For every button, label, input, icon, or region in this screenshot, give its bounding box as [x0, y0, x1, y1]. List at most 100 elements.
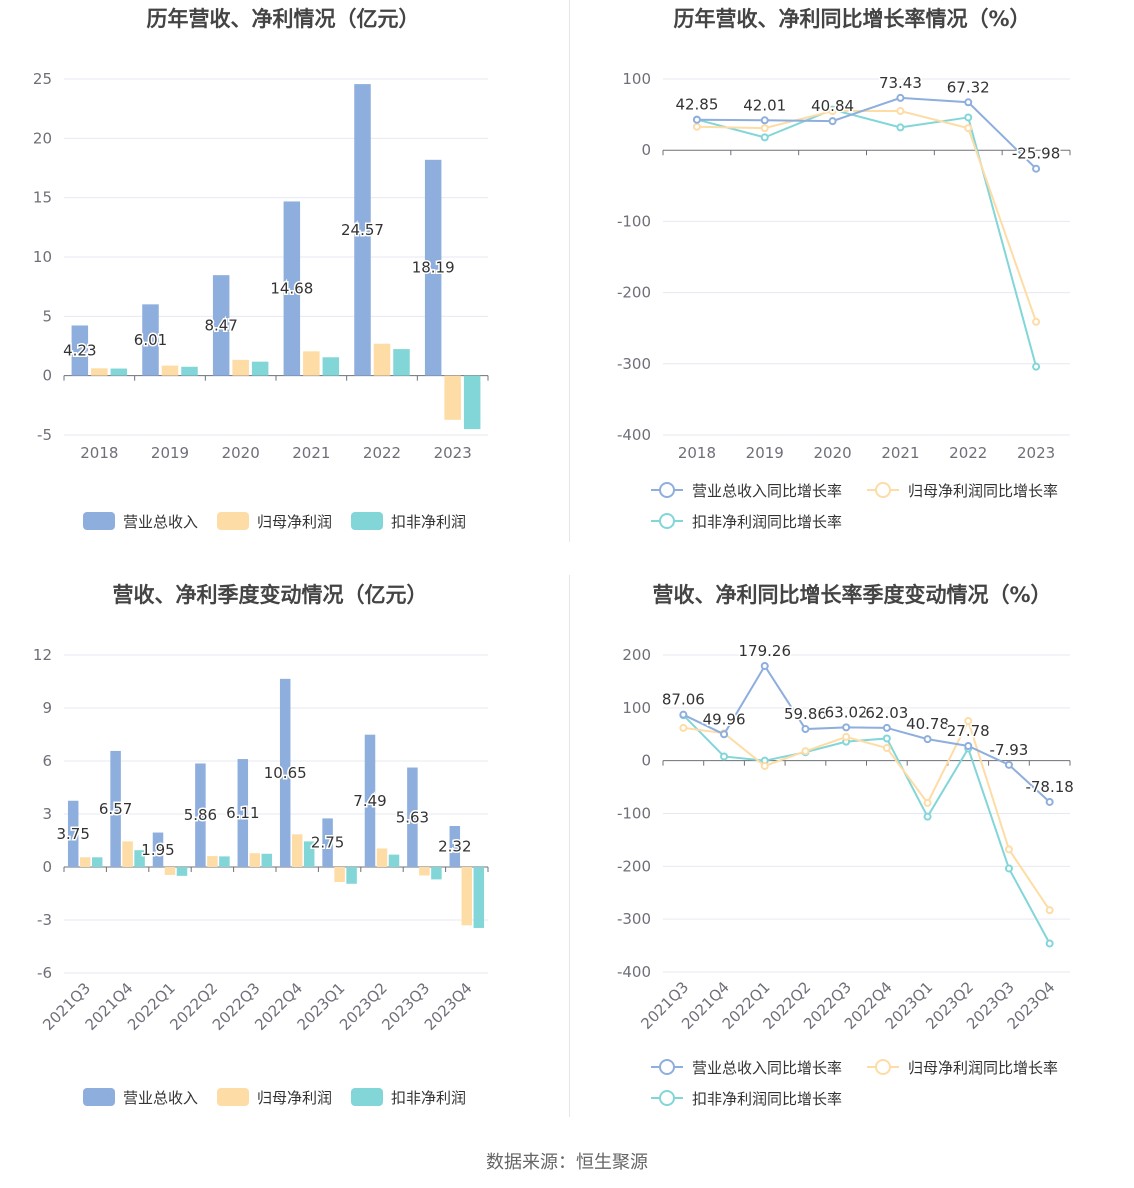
chart-title: 历年营收、净利同比增长率情况（%） — [673, 7, 1030, 31]
y-tick-label: -400 — [617, 426, 651, 444]
bar — [91, 857, 103, 867]
bar — [444, 375, 461, 420]
data-label: 14.68 — [270, 280, 313, 298]
bar — [354, 84, 371, 376]
y-tick-label: 10 — [33, 248, 52, 266]
bar — [303, 351, 320, 376]
bar — [303, 841, 315, 867]
y-tick-label: 0 — [641, 752, 651, 770]
x-tick-label: 2019 — [151, 444, 189, 462]
bar — [291, 834, 303, 867]
data-point — [923, 798, 932, 807]
data-label: 5.63 — [396, 808, 429, 826]
data-point — [1004, 760, 1013, 769]
legend-item[interactable]: 扣非净利润 — [351, 512, 466, 531]
y-tick-label: -200 — [617, 284, 651, 302]
bar — [283, 201, 301, 376]
data-point — [896, 107, 905, 116]
bar — [142, 304, 159, 376]
bar — [461, 867, 473, 926]
data-label: 4.23 — [63, 342, 96, 360]
data-label: 2.75 — [311, 834, 344, 852]
y-tick-label: 15 — [33, 189, 52, 207]
legend-item[interactable]: 扣非净利润同比增长率 — [651, 1090, 842, 1108]
data-label: 7.49 — [353, 792, 386, 810]
bar — [249, 853, 261, 867]
panel-divider — [569, 575, 570, 1117]
bar — [219, 856, 230, 867]
chart-title: 历年营收、净利情况（亿元） — [147, 7, 420, 31]
bar — [261, 853, 273, 867]
legend-item[interactable]: 营业总收入 — [83, 512, 198, 531]
bar — [152, 832, 164, 867]
data-label: 40.84 — [811, 97, 854, 115]
y-tick-label: -100 — [617, 212, 651, 230]
chart-svg: 历年营收、净利情况（亿元） -5 0 5 10 15 20 25 2018 2019 2020 202… — [33, 7, 489, 531]
data-label: 3.75 — [56, 825, 89, 843]
bar — [176, 867, 188, 876]
legend-item[interactable]: 归母净利润同比增长率 — [867, 482, 1058, 500]
legend-item[interactable]: 扣非净利润同比增长率 — [651, 513, 842, 531]
legend-item[interactable]: 营业总收入同比增长率 — [651, 482, 842, 500]
legend-label: 营业总收入同比增长率 — [692, 1059, 842, 1077]
data-point — [882, 723, 891, 732]
bar — [346, 867, 357, 884]
legend-label: 归母净利润同比增长率 — [908, 1059, 1058, 1077]
bar — [207, 856, 218, 867]
legend-label: 营业总收入 — [123, 513, 198, 531]
legend-swatch — [217, 1088, 249, 1106]
legend-item[interactable]: 归母净利润 — [217, 1088, 332, 1107]
chart-svg: 营收、净利季度变动情况（亿元）-6-30369122021Q32021Q4202… — [33, 583, 489, 1107]
legend-label: 归母净利润 — [257, 513, 332, 531]
y-tick-label: -5 — [37, 426, 52, 444]
bar — [237, 759, 249, 867]
bar — [473, 867, 485, 928]
panel-divider — [569, 0, 570, 542]
data-point — [964, 124, 973, 133]
bar — [79, 857, 91, 867]
bar — [431, 867, 442, 880]
y-tick-label: -400 — [617, 963, 651, 981]
legend-item[interactable]: 扣非净利润 — [351, 1088, 466, 1107]
y-tick-label: 5 — [42, 307, 52, 325]
annual-growth-rate-panel: 历年营收、净利同比增长率情况（%） -400 -300 -200 -100 0 100 201… — [567, 0, 1134, 560]
x-tick-label: 2018 — [678, 444, 716, 462]
x-tick-label: 2021 — [292, 444, 330, 462]
series-line — [696, 110, 1038, 323]
data-point — [828, 117, 837, 126]
bar — [67, 800, 79, 867]
data-label: 8.47 — [204, 316, 237, 334]
y-tick-label: 20 — [33, 129, 52, 147]
data-point — [828, 107, 837, 116]
series-line — [696, 96, 1037, 170]
bar — [388, 854, 400, 867]
data-label: 49.96 — [703, 710, 746, 728]
bar — [110, 750, 121, 867]
data-label: -25.98 — [1012, 145, 1060, 163]
legend-label: 扣非净利润 — [391, 1089, 466, 1107]
data-label: -7.93 — [990, 741, 1029, 759]
legend-swatch — [351, 512, 383, 530]
legend-swatch-marker — [659, 513, 675, 529]
bar — [279, 678, 291, 867]
legend-item[interactable]: 归母净利润同比增长率 — [867, 1059, 1058, 1077]
legend-label: 扣非净利润同比增长率 — [692, 513, 842, 531]
bar — [376, 848, 388, 867]
data-point — [679, 710, 688, 719]
legend-item[interactable]: 归母净利润 — [217, 512, 332, 531]
y-tick-label: 0 — [641, 141, 651, 159]
series-line — [696, 108, 1038, 367]
legend-label: 营业总收入同比增长率 — [692, 482, 842, 500]
legend-item[interactable]: 营业总收入同比增长率 — [651, 1059, 842, 1077]
data-point — [1045, 939, 1054, 948]
bar — [181, 366, 198, 376]
data-label: 27.78 — [947, 722, 990, 740]
legend-swatch-marker — [659, 1059, 675, 1075]
legend-label: 营业总收入 — [123, 1089, 198, 1107]
data-label: 40.78 — [906, 715, 949, 733]
y-tick-label: 9 — [42, 699, 52, 717]
data-label: 59.86 — [784, 705, 827, 723]
x-tick-label: 2019 — [746, 444, 784, 462]
bar — [161, 365, 179, 376]
legend-item[interactable]: 营业总收入 — [83, 1088, 198, 1107]
